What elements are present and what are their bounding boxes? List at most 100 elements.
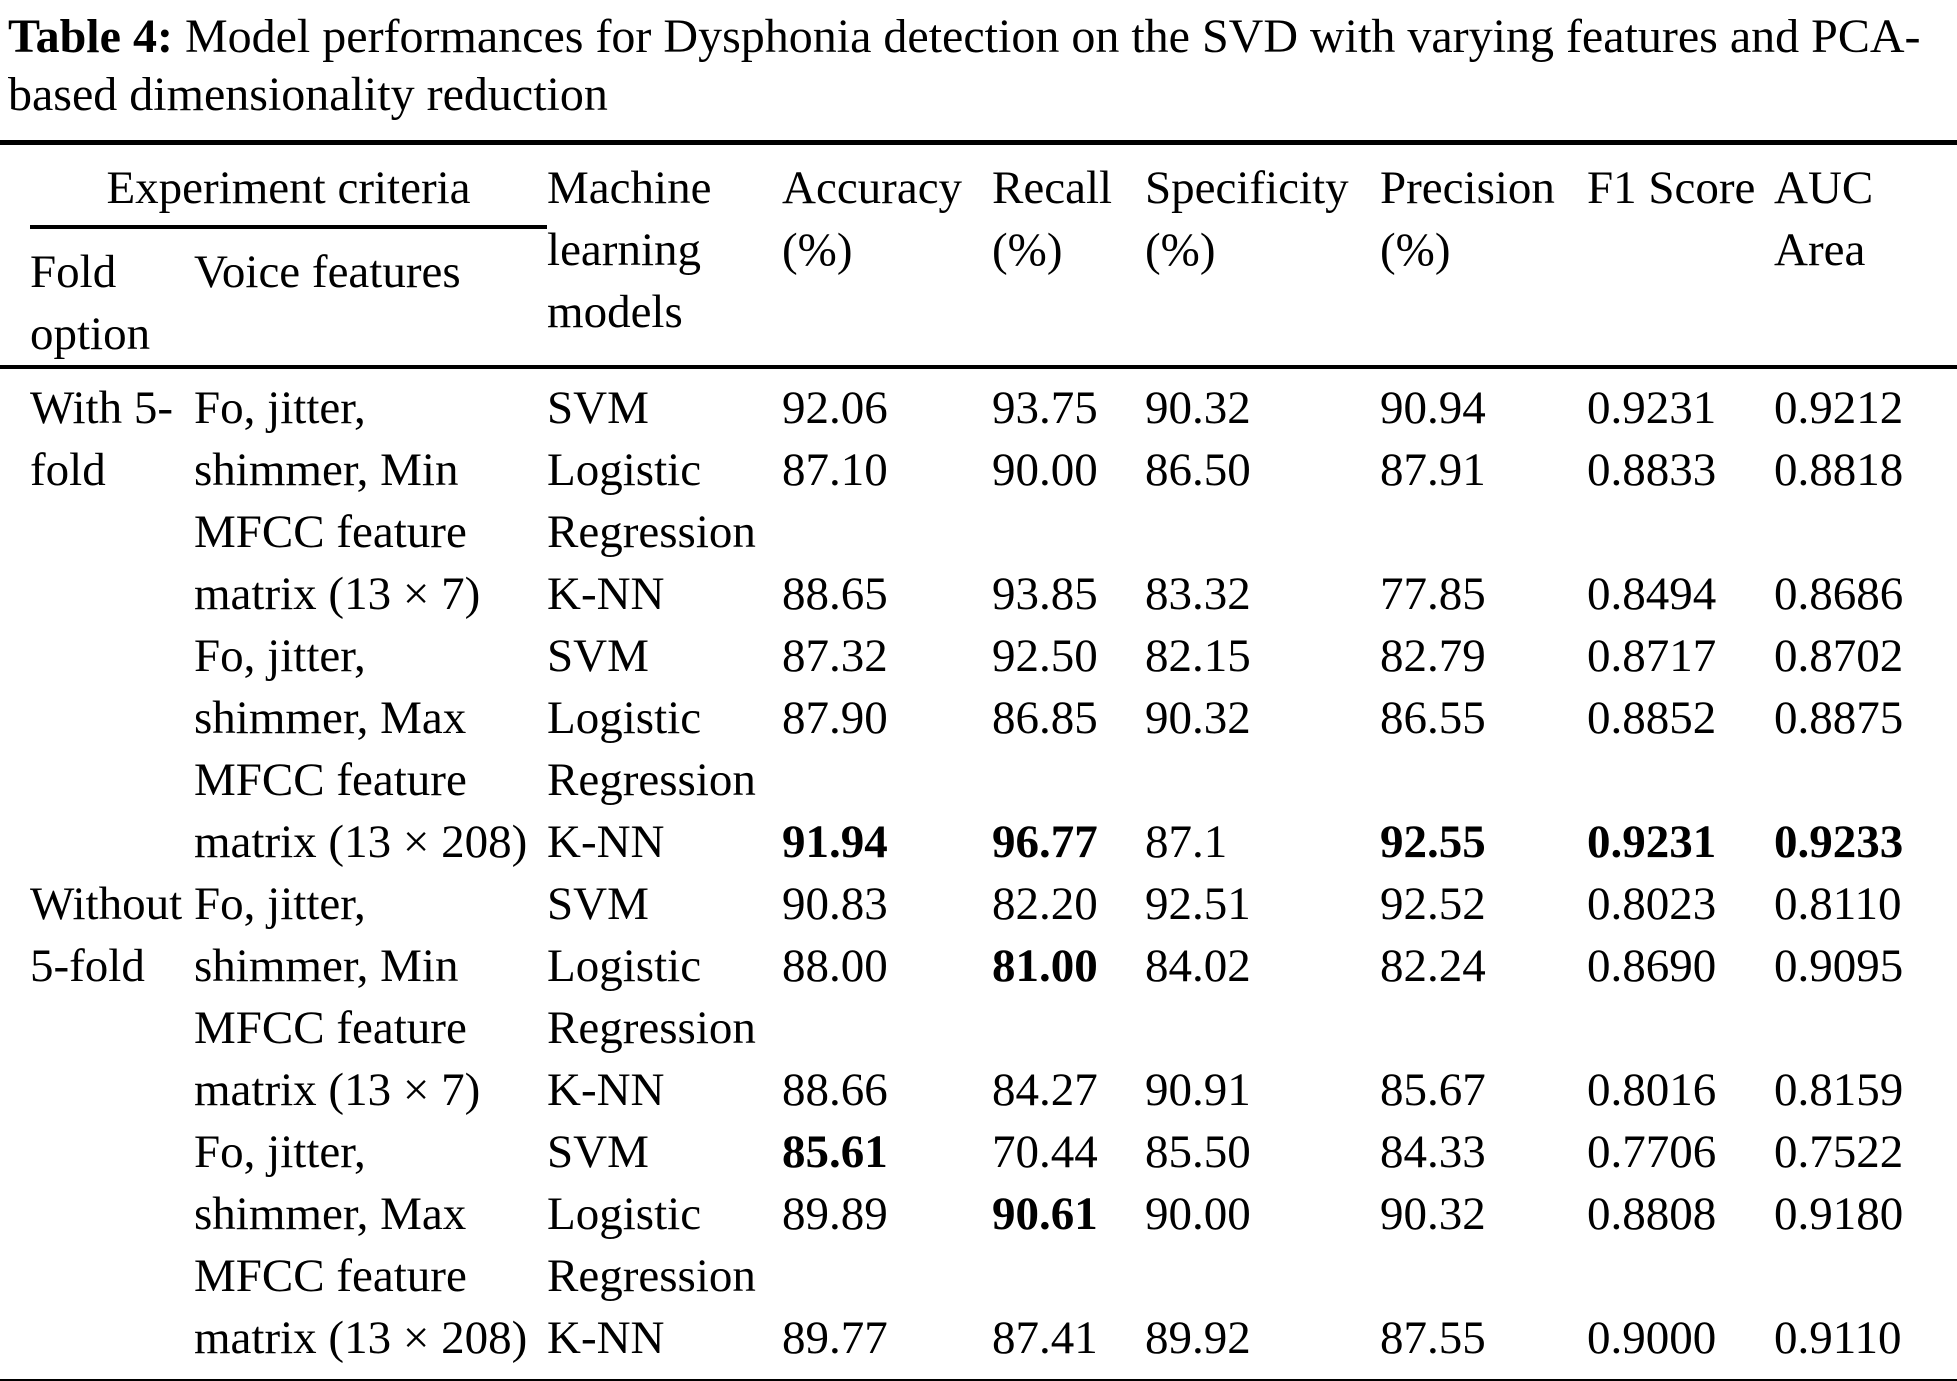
model-cell: Logistic Regression — [547, 940, 756, 1054]
f1-cell: 0.9231 — [1587, 816, 1717, 868]
precision-cell: 90.32 — [1380, 1188, 1486, 1240]
fold-option-cell: Without 5-fold — [30, 878, 183, 992]
recall-cell: 96.77 — [992, 816, 1098, 868]
precision-cell: 77.85 — [1380, 568, 1486, 620]
col-header-precision: Precision (%) — [1380, 162, 1555, 276]
table-caption: Table 4: Model performances for Dysphoni… — [0, 0, 1957, 140]
precision-cell: 92.55 — [1380, 816, 1486, 868]
f1-cell: 0.8808 — [1587, 1188, 1717, 1240]
f1-cell: 0.7706 — [1587, 1126, 1717, 1178]
specificity-cell: 92.51 — [1145, 878, 1251, 930]
specificity-cell: 82.15 — [1145, 630, 1251, 682]
col-header-specificity: Specificity (%) — [1145, 162, 1349, 276]
auc-cell: 0.8159 — [1774, 1064, 1904, 1116]
results-table: Experiment criteria Machine learning mod… — [0, 140, 1957, 1381]
recall-cell: 84.27 — [992, 1064, 1098, 1116]
table-row: Logistic Regression 88.00 81.00 84.02 82… — [0, 935, 1957, 1059]
f1-cell: 0.9000 — [1587, 1312, 1717, 1364]
recall-cell: 93.75 — [992, 382, 1098, 434]
accuracy-cell: 92.06 — [782, 382, 888, 434]
voice-features-cell: Fo, jitter, shimmer, Max MFCC feature ma… — [194, 630, 528, 868]
specificity-cell: 86.50 — [1145, 444, 1251, 496]
precision-cell: 85.67 — [1380, 1064, 1486, 1116]
table-row: K-NN 88.66 84.27 90.91 85.67 0.8016 0.81… — [0, 1059, 1957, 1121]
precision-cell: 86.55 — [1380, 692, 1486, 744]
voice-features-cell: Fo, jitter, shimmer, Min MFCC feature ma… — [194, 382, 481, 620]
specificity-cell: 85.50 — [1145, 1126, 1251, 1178]
model-cell: K-NN — [547, 816, 665, 868]
auc-cell: 0.9110 — [1774, 1312, 1902, 1364]
precision-cell: 82.79 — [1380, 630, 1486, 682]
recall-cell: 90.61 — [992, 1188, 1098, 1240]
table-body: With 5-fold Fo, jitter, shimmer, Min MFC… — [0, 367, 1957, 1381]
precision-cell: 87.55 — [1380, 1312, 1486, 1364]
recall-cell: 87.41 — [992, 1312, 1098, 1364]
model-cell: K-NN — [547, 1312, 665, 1364]
specificity-cell: 90.32 — [1145, 692, 1251, 744]
accuracy-cell: 89.89 — [782, 1188, 888, 1240]
precision-cell: 84.33 — [1380, 1126, 1486, 1178]
f1-cell: 0.8833 — [1587, 444, 1717, 496]
auc-cell: 0.9212 — [1774, 382, 1904, 434]
precision-cell: 82.24 — [1380, 940, 1486, 992]
header-row-sub: Fold option Voice features — [0, 229, 1957, 367]
accuracy-cell: 85.61 — [782, 1126, 888, 1178]
accuracy-cell: 87.10 — [782, 444, 888, 496]
recall-cell: 82.20 — [992, 878, 1098, 930]
auc-cell: 0.8875 — [1774, 692, 1904, 744]
col-header-recall: Recall (%) — [992, 162, 1113, 276]
col-header-f1-score: F1 Score — [1587, 162, 1756, 214]
table-row: K-NN 88.65 93.85 83.32 77.85 0.8494 0.86… — [0, 563, 1957, 625]
recall-cell: 90.00 — [992, 444, 1098, 496]
recall-cell: 81.00 — [992, 940, 1098, 992]
voice-features-cell: Fo, jitter, shimmer, Max MFCC feature ma… — [194, 1126, 528, 1364]
header-row-top: Experiment criteria Machine learning mod… — [0, 143, 1957, 338]
recall-cell: 70.44 — [992, 1126, 1098, 1178]
table-row: Fo, jitter, shimmer, Max MFCC feature ma… — [0, 625, 1957, 868]
table-row: Logistic Regression 87.90 86.85 90.32 86… — [0, 687, 1957, 811]
model-cell: Logistic Regression — [547, 444, 756, 558]
model-cell: SVM — [547, 382, 649, 434]
col-header-voice-features: Voice features — [194, 246, 461, 298]
precision-cell: 92.52 — [1380, 878, 1486, 930]
table-header: Experiment criteria Machine learning mod… — [0, 143, 1957, 367]
accuracy-cell: 87.32 — [782, 630, 888, 682]
specificity-cell: 83.32 — [1145, 568, 1251, 620]
precision-cell: 90.94 — [1380, 382, 1486, 434]
model-cell: SVM — [547, 1126, 649, 1178]
col-header-fold-option: Fold option — [30, 246, 151, 360]
specificity-cell: 90.91 — [1145, 1064, 1251, 1116]
specificity-cell: 87.1 — [1145, 816, 1228, 868]
table-row: K-NN 89.77 87.41 89.92 87.55 0.9000 0.91… — [0, 1307, 1957, 1381]
accuracy-cell: 88.00 — [782, 940, 888, 992]
col-header-machine-models: Machine learning models — [547, 162, 712, 338]
auc-cell: 0.9095 — [1774, 940, 1904, 992]
specificity-cell: 90.32 — [1145, 382, 1251, 434]
auc-cell: 0.9180 — [1774, 1188, 1904, 1240]
precision-cell: 87.91 — [1380, 444, 1486, 496]
model-cell: Logistic Regression — [547, 692, 756, 806]
table-row: Logistic Regression 89.89 90.61 90.00 90… — [0, 1183, 1957, 1307]
recall-cell: 93.85 — [992, 568, 1098, 620]
auc-cell: 0.9233 — [1774, 816, 1904, 868]
auc-cell: 0.8686 — [1774, 568, 1904, 620]
specificity-cell: 84.02 — [1145, 940, 1251, 992]
specificity-cell: 89.92 — [1145, 1312, 1251, 1364]
recall-cell: 86.85 — [992, 692, 1098, 744]
accuracy-cell: 91.94 — [782, 816, 888, 868]
f1-cell: 0.8016 — [1587, 1064, 1717, 1116]
auc-cell: 0.8818 — [1774, 444, 1904, 496]
col-header-auc-area: AUC Area — [1774, 162, 1874, 276]
specificity-cell: 90.00 — [1145, 1188, 1251, 1240]
f1-cell: 0.8494 — [1587, 568, 1717, 620]
accuracy-cell: 88.65 — [782, 568, 888, 620]
auc-cell: 0.7522 — [1774, 1126, 1904, 1178]
col-header-accuracy: Accuracy (%) — [782, 162, 963, 276]
model-cell: K-NN — [547, 1064, 665, 1116]
table-row: Logistic Regression 87.10 90.00 86.50 87… — [0, 439, 1957, 563]
model-cell: Logistic Regression — [547, 1188, 756, 1302]
accuracy-cell: 87.90 — [782, 692, 888, 744]
f1-cell: 0.8852 — [1587, 692, 1717, 744]
model-cell: SVM — [547, 878, 649, 930]
